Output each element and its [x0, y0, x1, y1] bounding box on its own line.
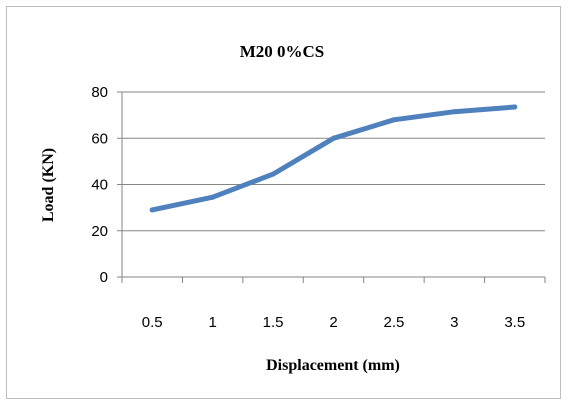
series-layer — [149, 104, 518, 213]
y-tick-label: 0 — [100, 269, 108, 286]
x-tick-label: 1.5 — [263, 314, 284, 331]
x-tick-label: 3 — [450, 314, 458, 331]
x-tick-label: 0.5 — [142, 314, 163, 331]
y-tick-label: 80 — [91, 84, 108, 101]
chart-title: M20 0%CS — [240, 42, 325, 61]
data-point — [331, 135, 336, 141]
x-tick-labels: 0.5 1 1.5 2 2.5 3 3.5 — [142, 314, 525, 331]
x-tick-label: 2.5 — [383, 314, 404, 331]
gridlines — [122, 91, 545, 232]
data-point — [512, 104, 518, 110]
y-tick-labels: 0 20 40 60 80 — [91, 84, 108, 286]
chart-frame — [6, 6, 561, 399]
data-point — [210, 194, 216, 200]
x-tick-label: 3.5 — [504, 314, 525, 331]
y-tick-label: 40 — [91, 177, 108, 194]
axes — [117, 91, 546, 283]
data-point — [391, 117, 397, 123]
x-axis-title: Displacement (mm) — [266, 357, 400, 374]
x-tick-label: 2 — [329, 314, 337, 331]
series-line-0 — [149, 104, 518, 213]
y-axis-title: Load (KN) — [40, 148, 57, 222]
x-tick-label: 1 — [208, 314, 216, 331]
data-point — [451, 109, 457, 115]
data-point — [149, 207, 155, 213]
data-point — [270, 171, 276, 177]
y-tick-label: 20 — [91, 223, 108, 240]
y-tick-label: 60 — [91, 130, 108, 147]
